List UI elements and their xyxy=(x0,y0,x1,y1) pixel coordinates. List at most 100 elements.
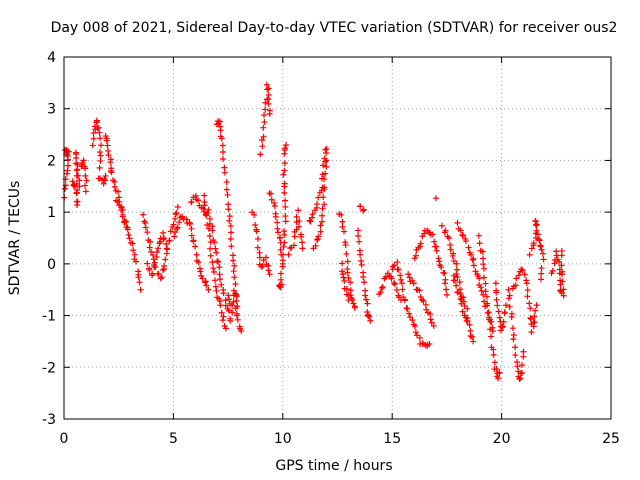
data-point xyxy=(533,227,540,234)
data-point xyxy=(193,251,200,258)
data-point xyxy=(262,99,269,106)
data-point xyxy=(98,142,105,149)
data-point xyxy=(537,276,544,283)
data-point xyxy=(457,295,464,302)
data-point xyxy=(76,177,83,184)
data-point xyxy=(150,252,157,259)
data-point xyxy=(111,178,118,185)
data-point xyxy=(339,268,346,275)
data-point xyxy=(321,186,328,193)
data-point xyxy=(341,278,348,285)
data-point xyxy=(500,318,507,325)
data-point xyxy=(364,300,371,307)
data-point xyxy=(274,219,281,226)
data-point xyxy=(258,137,265,144)
data-point xyxy=(401,297,408,304)
y-tick-label: 4 xyxy=(47,50,56,66)
data-point xyxy=(317,228,324,235)
data-point xyxy=(70,182,77,189)
data-point xyxy=(162,256,169,263)
data-point xyxy=(72,149,79,156)
data-point xyxy=(485,309,492,316)
data-point xyxy=(293,219,300,226)
data-point xyxy=(339,223,346,230)
data-point xyxy=(282,218,289,225)
y-axis-label: SDTVAR / TECUs xyxy=(7,181,23,296)
data-point xyxy=(435,255,442,262)
data-point xyxy=(104,142,111,149)
data-point xyxy=(345,297,352,304)
data-point xyxy=(412,252,419,259)
data-point xyxy=(493,296,500,303)
data-point xyxy=(195,197,202,204)
data-point xyxy=(129,240,136,247)
data-point xyxy=(493,289,500,296)
data-point xyxy=(265,85,272,92)
data-point xyxy=(451,277,458,284)
data-point xyxy=(125,231,132,238)
data-point xyxy=(275,229,282,236)
data-point xyxy=(268,196,275,203)
data-point xyxy=(441,270,448,277)
data-point xyxy=(462,314,469,321)
data-point xyxy=(487,318,494,325)
data-point xyxy=(217,127,224,134)
data-point xyxy=(379,283,386,290)
data-point xyxy=(395,266,402,273)
data-point xyxy=(188,232,195,239)
data-point xyxy=(527,305,534,312)
data-point xyxy=(225,292,232,299)
data-point xyxy=(394,259,401,266)
data-point xyxy=(160,236,167,243)
data-point xyxy=(212,245,219,252)
x-tick-label: 25 xyxy=(602,431,620,447)
data-point xyxy=(205,225,212,232)
data-point xyxy=(155,271,162,278)
data-point xyxy=(553,252,560,259)
data-point xyxy=(82,165,89,172)
data-point xyxy=(319,205,326,212)
data-point xyxy=(403,305,410,312)
data-point xyxy=(149,270,156,277)
data-point xyxy=(454,219,461,226)
data-point xyxy=(429,231,436,238)
data-point xyxy=(482,288,489,295)
data-point xyxy=(166,237,173,244)
data-point xyxy=(74,187,81,194)
data-point xyxy=(281,180,288,187)
data-point xyxy=(532,307,539,314)
data-point xyxy=(262,254,269,261)
data-point xyxy=(490,351,497,358)
data-point xyxy=(365,312,372,319)
data-point xyxy=(499,324,506,331)
data-point xyxy=(204,222,211,229)
data-point xyxy=(559,268,566,275)
data-point xyxy=(447,246,454,253)
data-point xyxy=(281,228,288,235)
data-point xyxy=(213,249,220,256)
data-point xyxy=(505,286,512,293)
data-point xyxy=(228,243,235,250)
data-point xyxy=(188,198,195,205)
data-point xyxy=(74,198,81,205)
data-point xyxy=(532,222,539,229)
data-point xyxy=(523,277,530,284)
data-point xyxy=(118,203,125,210)
data-point xyxy=(218,135,225,142)
data-point xyxy=(362,292,369,299)
data-point xyxy=(161,263,168,270)
data-point xyxy=(281,189,288,196)
data-point xyxy=(277,246,284,253)
data-point xyxy=(271,200,278,207)
data-point xyxy=(146,244,153,251)
data-point xyxy=(256,254,263,261)
data-point xyxy=(274,225,281,232)
data-point xyxy=(197,268,204,275)
data-point xyxy=(411,323,418,330)
data-point xyxy=(438,264,445,271)
data-point xyxy=(453,260,460,267)
data-point xyxy=(433,247,440,254)
data-point xyxy=(260,124,267,131)
data-point xyxy=(469,256,476,263)
